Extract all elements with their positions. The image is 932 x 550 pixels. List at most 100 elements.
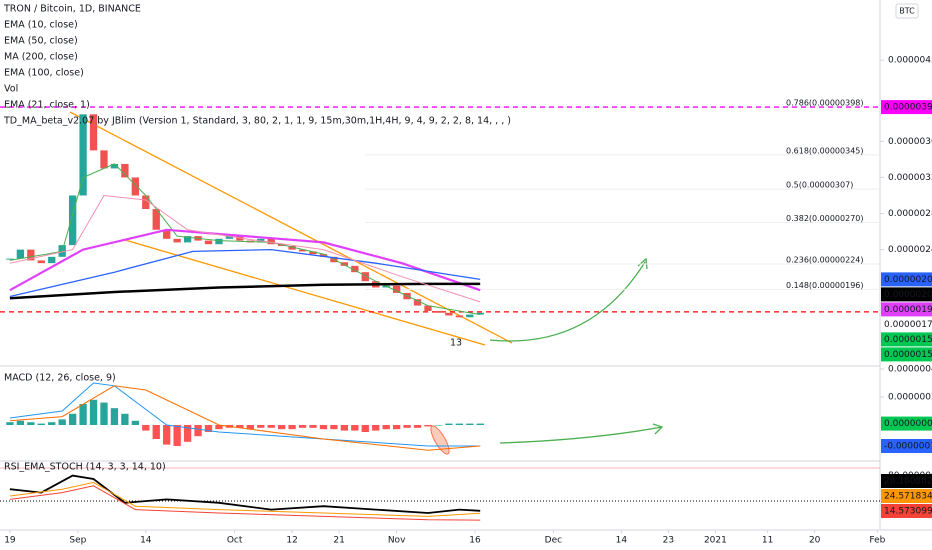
- candle: [225, 236, 234, 239]
- candle: [204, 240, 213, 245]
- y-tick-label: 0.00000450: [888, 56, 932, 66]
- histogram-bar: [204, 424, 213, 432]
- histogram-bar: [476, 423, 484, 425]
- candle: [183, 236, 192, 243]
- histogram-bar: [27, 422, 35, 425]
- pane-title: MACD (12, 26, close, 9): [4, 373, 116, 384]
- x-tick-label: Dec: [545, 536, 562, 546]
- candle: [110, 163, 119, 169]
- candle: [152, 209, 160, 230]
- price-badge: [881, 504, 932, 518]
- indicator-line: [9, 485, 481, 521]
- y-tick-label: 0.00000320: [888, 173, 932, 183]
- price-badge: [881, 438, 932, 453]
- x-tick-label: 20: [809, 536, 821, 546]
- price-badge: [881, 474, 932, 488]
- candle: [267, 238, 275, 245]
- histogram-bar: [163, 424, 171, 445]
- histogram-bar: [392, 424, 401, 430]
- histogram-bar: [246, 424, 254, 430]
- x-tick-label: 16: [469, 536, 481, 546]
- candle: [16, 249, 25, 259]
- histogram-bar: [58, 419, 66, 425]
- candle: [37, 260, 45, 264]
- x-tick-label: 12: [286, 536, 297, 546]
- price-badge-label: 0.00000398: [884, 103, 932, 113]
- histogram-bar: [382, 424, 390, 430]
- x-tick-label: Oct: [227, 536, 243, 546]
- x-tick-label: 14: [140, 536, 152, 546]
- price-badge-label: -0.00000015: [884, 441, 932, 451]
- candle: [48, 256, 56, 264]
- projection-arrow: [499, 426, 663, 444]
- price-badge: [881, 272, 932, 287]
- y-tick-label: 0.00000040: [888, 364, 932, 374]
- histogram-bar: [183, 424, 192, 442]
- fib-label: 0.148(0.00000196): [786, 281, 864, 290]
- candle: [298, 249, 307, 252]
- histogram-bar: [68, 413, 77, 425]
- histogram-bar: [48, 422, 56, 425]
- candle: [413, 299, 422, 306]
- indicator-line: [9, 248, 481, 298]
- fib-label: 0.786(0.00000398): [786, 99, 864, 108]
- fib-label: 0.382(0.00000270): [786, 214, 864, 223]
- price-badge-label: 14.57309942: [884, 507, 932, 517]
- candle: [121, 163, 129, 178]
- histogram-bar: [455, 423, 463, 425]
- legend-entry: EMA (21, close, 1): [4, 100, 90, 111]
- histogram-bar: [298, 424, 307, 428]
- histogram-bar: [131, 420, 140, 425]
- fib-label: 0.618(0.00000345): [786, 146, 864, 155]
- candle: [89, 114, 98, 151]
- price-badge: [881, 100, 932, 115]
- candle: [142, 195, 150, 210]
- price-badge-label: 24.57183472: [884, 492, 932, 502]
- histogram-bar: [466, 423, 474, 425]
- price-badge-label: 0.00000171: [884, 320, 932, 330]
- candle: [445, 312, 453, 316]
- highlight: [430, 425, 450, 455]
- y-tick-label: 0.00000360: [888, 137, 932, 147]
- histogram-bar: [142, 424, 150, 431]
- histogram-bar: [267, 424, 275, 428]
- price-badge-label: 0.00000195: [884, 305, 932, 315]
- candle: [434, 310, 443, 313]
- indicator-line: [9, 282, 481, 300]
- x-tick-label: 11: [762, 536, 773, 546]
- candle: [466, 314, 474, 318]
- x-tick-label: Nov: [388, 536, 406, 546]
- price-badge-label: 28.18088254: [884, 477, 932, 487]
- histogram-bar: [413, 424, 422, 428]
- candle: [6, 258, 14, 260]
- y-tick-label: 0.00000020: [888, 392, 932, 402]
- histogram-bar: [194, 424, 202, 437]
- histogram-bar: [361, 424, 369, 432]
- y-tick-label: 0.00000240: [888, 245, 932, 255]
- price-badge-label: 0.00000207: [884, 275, 932, 285]
- histogram-bar: [309, 424, 317, 428]
- y-tick-label: 0.00000280: [888, 209, 932, 219]
- candle: [27, 249, 35, 261]
- price-badge-label: 0.00000202: [884, 290, 932, 300]
- candle: [340, 262, 349, 266]
- price-badge-label: 0.00000159: [884, 335, 932, 345]
- candle: [79, 114, 87, 196]
- candle: [68, 195, 77, 246]
- trend-line: [69, 111, 513, 344]
- x-tick-label: 21: [333, 536, 344, 546]
- indicator-line: [9, 474, 481, 514]
- currency-box: [895, 3, 919, 19]
- histogram-bar: [434, 424, 443, 426]
- price-badge: [881, 347, 932, 362]
- histogram-bar: [403, 424, 411, 428]
- x-tick-label: 19: [4, 536, 16, 546]
- annotation: 13: [450, 338, 462, 349]
- legend-entry: TRON / Bitcoin, 1D, BINANCE: [3, 4, 141, 15]
- price-badge: [881, 302, 932, 317]
- candle: [309, 251, 317, 255]
- trend-line: [124, 239, 486, 346]
- x-tick-label: 2021: [704, 536, 727, 546]
- indicator-line: [9, 194, 481, 303]
